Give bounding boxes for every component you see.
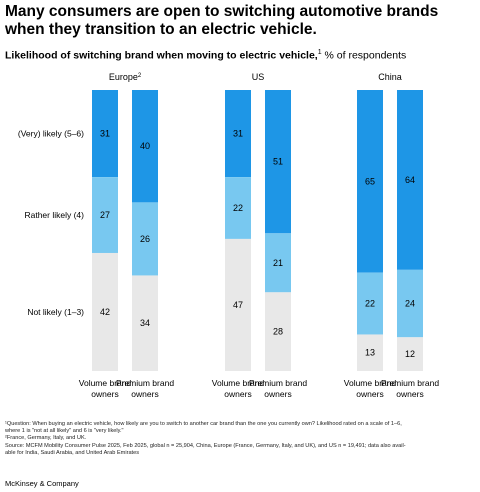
data-label: 34 [140, 318, 150, 328]
data-label: 22 [365, 299, 375, 309]
bar-segment [265, 90, 291, 234]
bar-segment [92, 177, 118, 253]
data-label: 12 [405, 349, 415, 359]
category-label: owners [396, 389, 423, 399]
category-label: Volume brand [79, 378, 132, 388]
category-label: owners [224, 389, 251, 399]
subtitle-main: Likelihood of switching brand when movin… [5, 49, 318, 62]
data-label: 31 [233, 129, 243, 139]
group-label: Europe2 [109, 72, 142, 82]
bar-segment [265, 292, 291, 371]
data-label: 51 [273, 157, 283, 167]
data-label: 13 [365, 348, 375, 358]
data-label: 47 [233, 300, 243, 310]
data-label: 27 [100, 210, 110, 220]
bar-segment [225, 238, 251, 371]
bar-segment [397, 337, 423, 371]
data-label: 24 [405, 299, 415, 309]
group-label: US [252, 72, 265, 82]
footnote-line: where 1 is "not at all likely" and 6 is … [5, 428, 124, 435]
subtitle-footnote-marker: 1 [317, 49, 322, 56]
category-label: owners [131, 389, 158, 399]
bar-segment [92, 90, 118, 178]
footnote-line: Source: MCFM Mobility Consumer Pulse 202… [5, 442, 406, 449]
publisher-brand: McKinsey & Company [5, 479, 79, 488]
footnote-line: ²France, Germany, Italy, and UK. [5, 435, 87, 442]
bar-segment [132, 202, 158, 276]
category-label: Premium brand [116, 378, 174, 388]
footnote-line: ¹Question: When buying an electric vehic… [5, 421, 402, 427]
bar-segment [132, 275, 158, 371]
footnote-line: able for India, Saudi Arabia, and United… [5, 449, 140, 456]
bar-segment [357, 272, 383, 335]
data-label: 65 [365, 176, 375, 186]
footnotes: ¹Question: When buying an electric vehic… [5, 421, 477, 457]
bar-segment [357, 90, 383, 273]
data-label: 21 [273, 258, 283, 268]
category-label: owners [356, 389, 383, 399]
bar-segment [225, 177, 251, 239]
category-label: Volume brand [212, 378, 265, 388]
data-label: 26 [140, 234, 150, 244]
bar-segment [397, 269, 423, 338]
series-label: Not likely (1–3) [27, 307, 84, 317]
data-label: 22 [233, 203, 243, 213]
category-label: owners [91, 389, 118, 399]
subtitle-unit: % of respondents [321, 49, 407, 62]
bar-segment [132, 90, 158, 203]
data-label: 40 [140, 141, 150, 151]
category-label: Premium brand [249, 378, 307, 388]
category-label: owners [264, 389, 291, 399]
bar-segment [397, 90, 423, 270]
bar-segment [225, 90, 251, 178]
data-label: 31 [100, 129, 110, 139]
chart-title: Many consumers are open to switching aut… [5, 3, 439, 38]
bar-segment [357, 334, 383, 371]
bar-segment [265, 233, 291, 293]
data-label: 42 [100, 307, 110, 317]
category-label: Premium brand [381, 378, 439, 388]
group-label: China [378, 72, 402, 82]
data-label: 64 [405, 175, 415, 185]
data-label: 28 [273, 327, 283, 337]
chart-subtitle: Likelihood of switching brand when movin… [5, 46, 475, 63]
series-label: (Very) likely (5–6) [18, 129, 84, 139]
series-label: Rather likely (4) [24, 210, 84, 220]
category-label: Volume brand [344, 378, 397, 388]
bar-segment [92, 252, 118, 371]
